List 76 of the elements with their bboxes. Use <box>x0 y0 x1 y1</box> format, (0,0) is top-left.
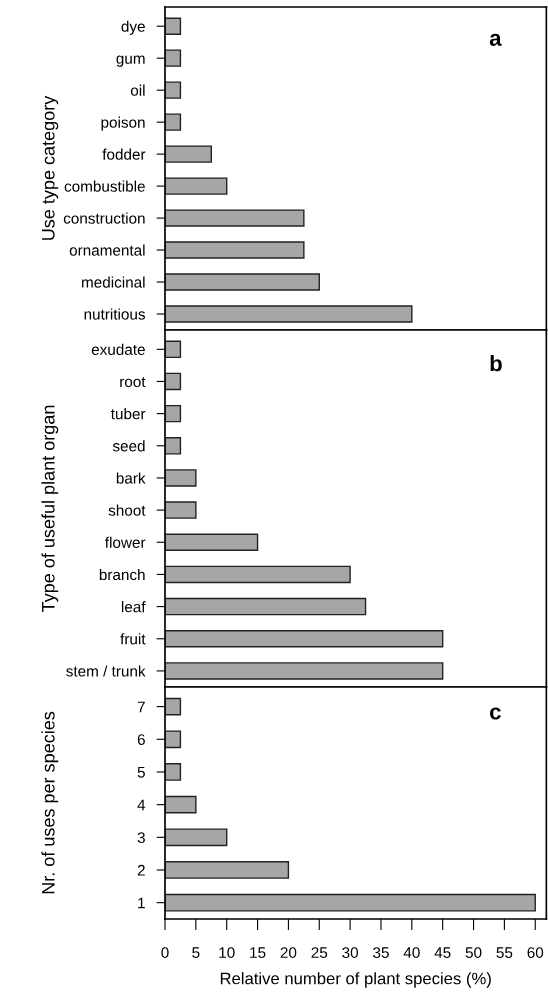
annotation: c <box>490 707 501 720</box>
y-tick-label: 5 <box>137 766 145 778</box>
x-tick-label: 50 <box>465 947 482 958</box>
y-tick-label: nutritious <box>84 308 146 320</box>
bar <box>165 404 182 423</box>
bar <box>165 81 182 99</box>
y-tick-label: exudate <box>91 343 145 355</box>
x-tick-label: 60 <box>527 947 544 958</box>
x-axis-title: Relative number of plant species (%) <box>220 972 491 988</box>
y-axis-title: Type of useful plant organ <box>41 405 59 612</box>
y-tick-label: root <box>120 377 146 388</box>
y-tick-label: 7 <box>137 701 145 713</box>
x-tick-label: 45 <box>434 947 451 958</box>
y-tick-label: medicinal <box>82 276 145 288</box>
y-axis-title: Nr. of uses per species <box>41 711 59 894</box>
y-tick-label: construction <box>63 212 145 224</box>
y-tick-label: 1 <box>138 897 145 909</box>
y-tick-label: gum <box>116 55 145 67</box>
x-tick-label: 0 <box>161 947 169 958</box>
bar <box>165 730 182 749</box>
bar <box>165 209 305 227</box>
y-tick-label: fodder <box>102 148 146 160</box>
bar <box>165 795 197 814</box>
y-tick-label: seed <box>112 440 145 452</box>
bar <box>165 437 182 455</box>
y-tick-label: poison <box>101 116 145 131</box>
bar <box>165 630 444 648</box>
annotation: b <box>490 354 502 372</box>
bar <box>165 597 367 616</box>
x-tick-label: 35 <box>373 947 389 958</box>
bar <box>165 113 182 131</box>
y-tick-label: shoot <box>108 504 146 516</box>
bar <box>165 565 351 584</box>
bar <box>165 340 182 359</box>
bar <box>165 177 228 195</box>
y-tick-label: 6 <box>137 734 145 745</box>
bar <box>165 861 290 879</box>
x-tick-label: 20 <box>280 947 297 958</box>
bar <box>165 17 182 35</box>
bar <box>165 697 182 716</box>
x-tick-label: 10 <box>219 947 235 958</box>
x-tick-label: 5 <box>192 947 200 958</box>
bar <box>165 305 413 323</box>
y-tick-label: stem / trunk <box>66 665 146 677</box>
bar <box>165 501 197 519</box>
x-tick-label: 55 <box>496 947 513 958</box>
y-tick-label: 2 <box>137 864 145 876</box>
bar <box>165 533 259 552</box>
x-tick-label: 40 <box>403 947 420 958</box>
y-axis-title: Use type category <box>42 95 59 240</box>
y-tick-label: ornamental <box>69 244 145 256</box>
y-tick-label: combustible <box>64 180 145 192</box>
y-tick-label: dye <box>121 20 145 35</box>
bar <box>165 469 197 487</box>
x-tick-label: 15 <box>250 947 266 958</box>
bar <box>165 893 536 912</box>
y-tick-label: 4 <box>137 799 146 811</box>
bar <box>165 145 212 163</box>
y-tick-label: bark <box>116 472 146 484</box>
annotation: a <box>489 33 502 46</box>
y-tick-label: tuber <box>110 408 146 420</box>
bar <box>165 372 182 391</box>
bar <box>165 49 182 67</box>
bar <box>165 662 444 680</box>
y-tick-label: fruit <box>120 633 146 645</box>
y-tick-label: leaf <box>121 601 146 613</box>
y-tick-label: flower <box>105 536 146 548</box>
x-tick-label: 30 <box>342 947 359 958</box>
bar <box>165 273 320 291</box>
x-tick-label: 25 <box>311 947 328 958</box>
bar <box>165 241 305 259</box>
y-tick-label: oil <box>130 84 145 96</box>
y-tick-label: 3 <box>137 832 145 843</box>
bar <box>165 828 228 847</box>
y-tick-label: branch <box>99 568 145 581</box>
bar <box>165 763 182 781</box>
